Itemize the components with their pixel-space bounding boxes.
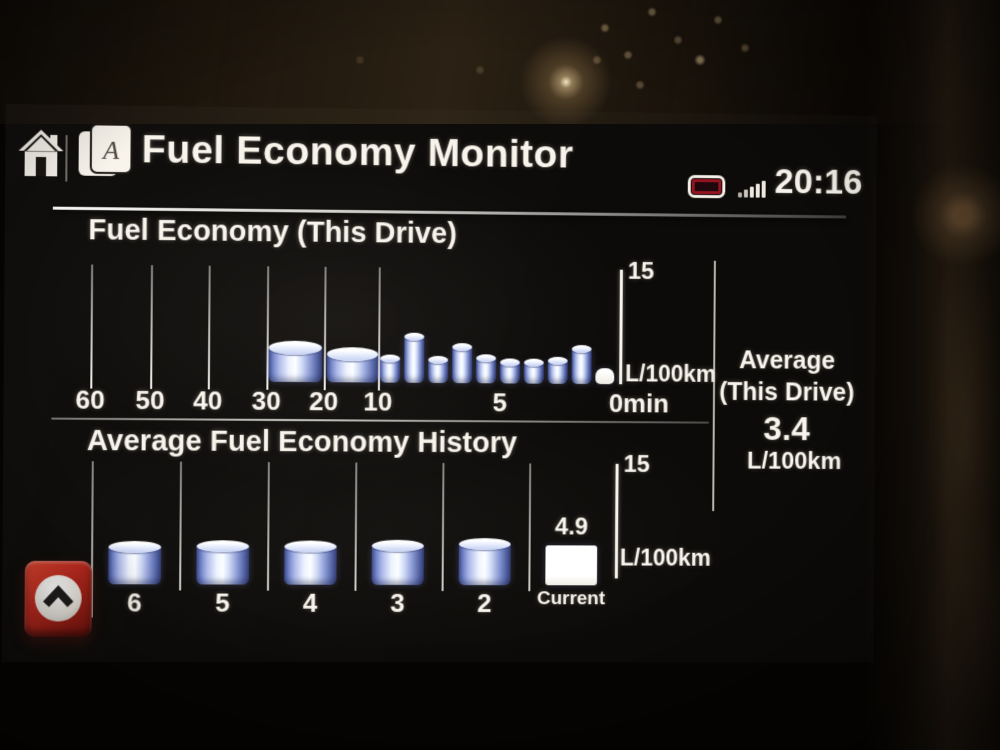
gridline: [266, 462, 270, 591]
clock: 20:16: [774, 162, 863, 202]
chart1-title: Fuel Economy (This Drive): [88, 214, 457, 251]
gridline: [90, 264, 94, 389]
applications-icon: A: [78, 121, 133, 182]
bar: [284, 540, 337, 585]
bar: [326, 346, 379, 383]
average-unit: L/100km: [746, 447, 842, 475]
bar-cap: [371, 539, 424, 552]
bar: [475, 353, 497, 384]
signal-strength-icon: [738, 178, 772, 198]
gridline: [179, 461, 183, 591]
y-unit-label: L/100km: [619, 544, 712, 571]
bar-cap: [500, 358, 520, 367]
y-axis-line: [619, 269, 623, 385]
average-value: 3.4: [763, 410, 810, 449]
bar-cap: [428, 355, 449, 365]
bar: [571, 344, 592, 385]
bar-cap: [284, 540, 337, 553]
y-axis-line: [614, 463, 619, 579]
bar: [428, 355, 449, 384]
gridline: [323, 266, 327, 391]
header-divider: [65, 135, 68, 182]
tick-label: 0min: [608, 388, 669, 419]
tick-label: 60: [75, 384, 105, 415]
bar-cap: [108, 540, 162, 553]
bar: [371, 539, 424, 585]
tick-label: 40: [193, 385, 223, 416]
page-title: Fuel Economy Monitor: [141, 128, 574, 177]
home-button[interactable]: [17, 127, 64, 178]
infotainment-screen: A Fuel Economy Monitor 20:16 Fuel Econom…: [1, 104, 878, 663]
gridline: [441, 462, 445, 592]
bar: [379, 354, 401, 383]
tick-label: 3: [390, 587, 405, 618]
bar: [404, 332, 425, 383]
average-scope-label: (This Drive): [719, 377, 855, 407]
bar-cap: [380, 354, 401, 363]
tick-label: 30: [251, 385, 281, 416]
gridline: [528, 463, 532, 592]
bar-value-label: 4.9: [554, 513, 589, 541]
bar-cap: [547, 356, 568, 365]
y-max-label: 15: [623, 450, 651, 478]
tick-label: 10: [363, 386, 393, 417]
y-max-label: 15: [627, 257, 655, 285]
bar: [523, 358, 544, 384]
bar: [547, 356, 568, 384]
bar-cap: [458, 538, 511, 551]
battery-low-icon: [687, 174, 726, 199]
side-reflection: [865, 0, 1000, 750]
applications-button[interactable]: A: [76, 121, 133, 182]
bar: [452, 343, 473, 384]
svg-text:A: A: [101, 136, 120, 165]
gridline: [266, 266, 270, 390]
tick-label: 4: [302, 587, 318, 618]
tick-label: 5: [215, 587, 230, 618]
chart2-title: Average Fuel Economy History: [86, 424, 518, 460]
chevron-up-icon: [38, 578, 79, 618]
gridline: [354, 462, 358, 591]
tick-label: 50: [135, 384, 165, 416]
average-label: Average: [738, 346, 836, 375]
bar: [595, 368, 615, 385]
gridline: [150, 265, 154, 389]
bar: [458, 538, 511, 586]
gridline: [207, 265, 211, 390]
bar-cap: [476, 353, 497, 363]
bar-cap: [452, 343, 473, 352]
bar: [108, 540, 162, 585]
bar: [268, 340, 323, 383]
tick-label: 5: [492, 387, 508, 418]
scroll-up-button[interactable]: [24, 560, 93, 637]
bar: [545, 545, 598, 586]
bar: [499, 358, 520, 384]
section-separator: [51, 417, 709, 424]
bar-cap: [196, 539, 250, 553]
bar: [196, 539, 250, 585]
bar-cap: [571, 344, 592, 353]
bar-cap: [326, 346, 379, 362]
home-icon: [18, 129, 64, 177]
bar-cap: [404, 332, 425, 341]
bar-cap: [268, 340, 323, 356]
tick-label: Current: [536, 588, 606, 610]
tick-label: 20: [308, 386, 339, 417]
gridline: [377, 267, 381, 391]
tick-label: 2: [477, 588, 492, 619]
bar-cap: [523, 358, 544, 368]
